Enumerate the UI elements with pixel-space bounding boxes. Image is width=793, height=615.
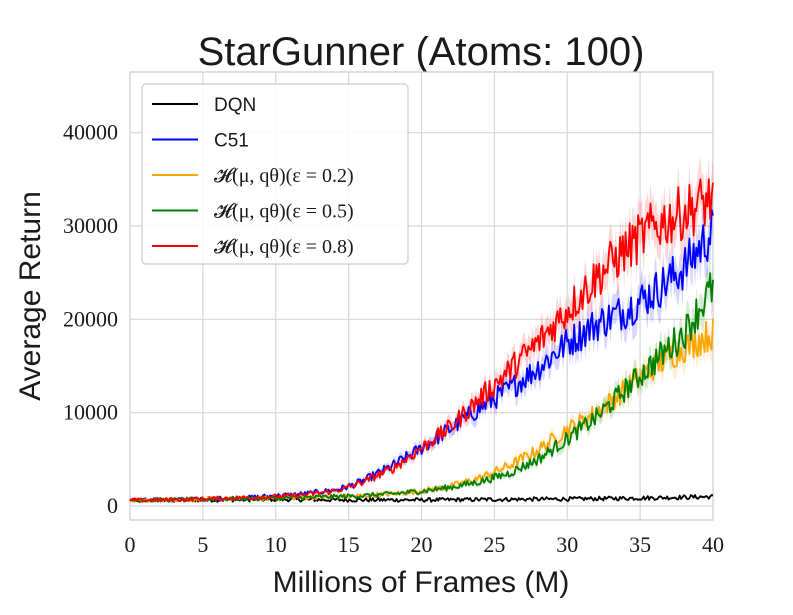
legend-label: 𝓗(μ, qθ)(ε = 0.8) (214, 236, 354, 258)
y-tick-label: 40000 (63, 120, 118, 145)
x-tick-label: 10 (265, 532, 287, 557)
x-tick-label: 30 (556, 532, 578, 557)
y-tick-labels: 0 10000 20000 30000 40000 (63, 120, 118, 518)
legend-label: 𝓗(μ, qθ)(ε = 0.2) (214, 165, 354, 187)
y-tick-label: 20000 (63, 306, 118, 331)
legend-label: C51 (214, 131, 249, 152)
legend-label: DQN (214, 95, 256, 116)
series-line (129, 272, 714, 504)
y-tick-label: 10000 (63, 400, 118, 425)
x-tick-label: 20 (411, 532, 433, 557)
y-axis-label: Average Return (14, 191, 47, 401)
legend-label: 𝓗(μ, qθ)(ε = 0.5) (214, 201, 354, 223)
x-tick-label: 35 (629, 532, 651, 557)
legend: DQN C51 𝓗(μ, qθ)(ε = 0.2) 𝓗(μ, qθ)(ε = 0.5)… (141, 83, 409, 265)
y-tick-label: 30000 (63, 213, 118, 238)
x-tick-label: 25 (483, 532, 505, 557)
x-tick-label: 40 (702, 532, 724, 557)
series-lines (129, 178, 714, 504)
chart-title: StarGunner (Atoms: 100) (198, 30, 645, 74)
x-tick-label: 5 (197, 532, 208, 557)
x-tick-labels: 0 5 10 15 20 25 30 35 40 (125, 532, 725, 557)
x-axis-label: Millions of Frames (M) (273, 566, 570, 599)
series-line (129, 178, 714, 503)
y-tick-label: 0 (107, 493, 118, 518)
legend-box (141, 83, 409, 265)
x-tick-label: 15 (338, 532, 360, 557)
x-tick-label: 0 (125, 532, 136, 557)
